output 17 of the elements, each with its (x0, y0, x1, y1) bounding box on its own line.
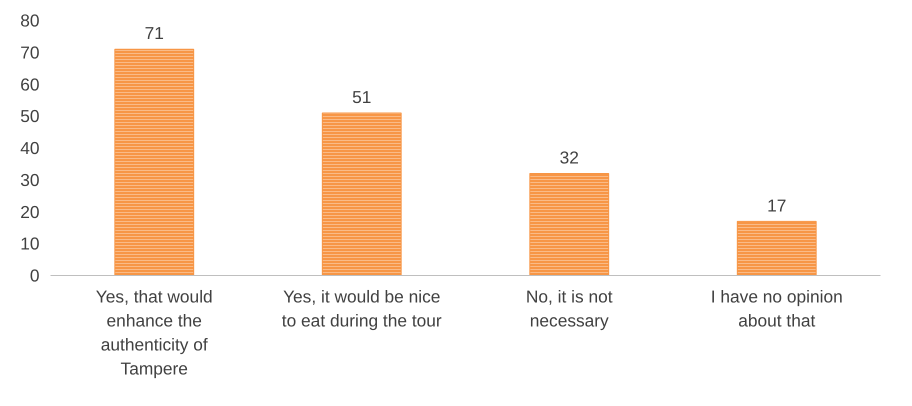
y-tick-label: 60 (20, 74, 40, 94)
y-tick-label: 70 (20, 42, 40, 62)
y-tick-label: 10 (20, 234, 40, 254)
y-tick-label: 0 (30, 266, 40, 286)
y-tick-label: 50 (20, 106, 40, 126)
x-tick-label: Yes, it would be nice to eat during the tour (282, 286, 442, 330)
y-tick-label: 80 (20, 10, 40, 30)
data-label: 32 (560, 148, 579, 168)
data-label: 51 (352, 86, 372, 107)
x-tick-label: Yes, that would enhance the authenticity of Tampere (96, 286, 213, 378)
y-tick-label: 40 (20, 138, 40, 158)
data-label: 71 (144, 23, 164, 44)
y-tick-label: 20 (20, 202, 40, 222)
x-tick-label: No, it is not necessary (526, 286, 613, 330)
data-label: 17 (767, 195, 786, 216)
x-tick-label: I have no opinion about that (710, 286, 843, 330)
y-tick-label: 30 (20, 170, 40, 190)
